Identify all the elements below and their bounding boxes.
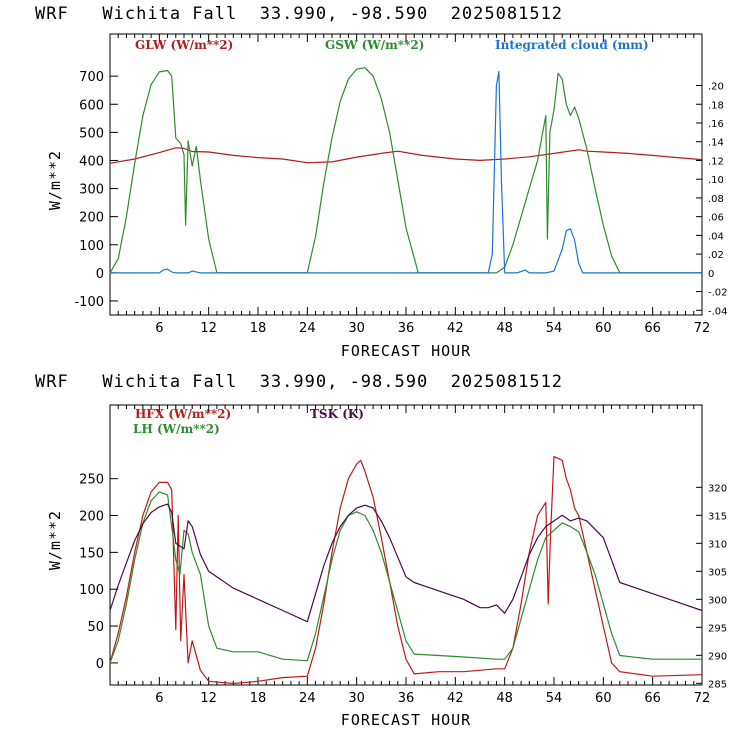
y-tick-label: 500 bbox=[79, 126, 104, 141]
x-tick-label: 48 bbox=[496, 321, 513, 336]
x-tick-label: 54 bbox=[546, 321, 563, 336]
plot-frame bbox=[109, 404, 703, 686]
x-tick-label: 72 bbox=[694, 691, 711, 706]
x-tick-label: 60 bbox=[595, 321, 612, 336]
y-tick-label: 400 bbox=[79, 154, 104, 169]
x-tick-label: 54 bbox=[546, 691, 563, 706]
y2-tick-label: .02 bbox=[708, 250, 724, 261]
x-tick-label: 48 bbox=[496, 691, 513, 706]
y2-tick-label: 0 bbox=[708, 269, 714, 280]
x-tick-label: 42 bbox=[447, 321, 464, 336]
x-tick-label: 30 bbox=[348, 691, 365, 706]
x-tick-label: 18 bbox=[250, 321, 267, 336]
y2-tick-label: 305 bbox=[708, 567, 727, 578]
y2-tick-label: -.04 bbox=[708, 306, 728, 317]
y2-tick-label: .12 bbox=[708, 156, 724, 167]
x-axis-label: FORECAST HOUR bbox=[341, 342, 471, 360]
y-axis-label: W/m**2 bbox=[46, 510, 64, 570]
legend-label: LH (W/m**2) bbox=[133, 422, 220, 436]
legend-label: GLW (W/m**2) bbox=[135, 38, 233, 52]
y-tick-label: 0 bbox=[96, 657, 104, 672]
x-tick-label: 66 bbox=[644, 691, 661, 706]
y2-tick-label: 310 bbox=[708, 539, 727, 550]
y-tick-label: 50 bbox=[87, 620, 104, 635]
y2-tick-label: .10 bbox=[708, 175, 724, 186]
x-tick-label: 60 bbox=[595, 691, 612, 706]
y2-tick-label: 315 bbox=[708, 511, 727, 522]
y-tick-label: -100 bbox=[74, 295, 104, 310]
chart-title: WRF Wichita Fall 33.990, -98.590 2025081… bbox=[35, 4, 564, 24]
legend-label: Integrated cloud (mm) bbox=[495, 38, 649, 52]
legend-label: TSK (K) bbox=[310, 407, 364, 421]
y-tick-label: 0 bbox=[96, 267, 104, 282]
y2-tick-label: 290 bbox=[708, 651, 727, 662]
x-tick-label: 6 bbox=[155, 691, 163, 706]
series-line-hfx bbox=[109, 456, 703, 685]
y-tick-label: 200 bbox=[79, 211, 104, 226]
y2-tick-label: .08 bbox=[708, 194, 724, 205]
chart-title: WRF Wichita Fall 33.990, -98.590 2025081… bbox=[35, 372, 564, 392]
series-line-integrated bbox=[110, 70, 702, 274]
y2-tick-label: .04 bbox=[708, 231, 724, 242]
y2-tick-label: 295 bbox=[708, 623, 727, 634]
series-line-glw bbox=[109, 147, 703, 164]
x-tick-label: 66 bbox=[644, 321, 661, 336]
x-tick-label: 24 bbox=[299, 321, 316, 336]
x-tick-label: 24 bbox=[299, 691, 316, 706]
x-tick-label: 6 bbox=[155, 321, 163, 336]
x-axis-label: FORECAST HOUR bbox=[341, 711, 471, 729]
y2-tick-label: 300 bbox=[708, 595, 727, 606]
y2-tick-label: .16 bbox=[708, 119, 724, 130]
x-tick-label: 42 bbox=[447, 691, 464, 706]
series-line-lh bbox=[109, 491, 702, 664]
x-tick-label: 72 bbox=[694, 321, 711, 336]
legend-label: GSW (W/m**2) bbox=[325, 38, 424, 52]
y-tick-label: 250 bbox=[79, 473, 104, 488]
y2-tick-label: .06 bbox=[708, 213, 724, 224]
y-tick-label: 300 bbox=[79, 183, 104, 198]
y2-tick-label: .14 bbox=[708, 138, 724, 149]
y2-tick-label: .20 bbox=[708, 82, 724, 93]
x-tick-label: 36 bbox=[398, 321, 415, 336]
series-line-gsw bbox=[109, 67, 702, 274]
series-line-tsk bbox=[109, 503, 703, 623]
legend-label: HFX (W/m**2) bbox=[135, 407, 231, 421]
y-tick-label: 200 bbox=[79, 510, 104, 525]
x-tick-label: 12 bbox=[200, 691, 217, 706]
x-tick-label: 36 bbox=[398, 691, 415, 706]
y-tick-label: 100 bbox=[79, 583, 104, 598]
y-tick-label: 100 bbox=[79, 239, 104, 254]
x-tick-label: 30 bbox=[348, 321, 365, 336]
y-tick-label: 700 bbox=[79, 70, 104, 85]
x-tick-label: 12 bbox=[200, 321, 217, 336]
y-axis-label: W/m**2 bbox=[46, 150, 64, 210]
y2-tick-label: -.02 bbox=[708, 288, 728, 299]
y2-tick-label: .18 bbox=[708, 100, 724, 111]
y-tick-label: 150 bbox=[79, 546, 104, 561]
y2-tick-label: 285 bbox=[708, 679, 727, 690]
y2-tick-label: 320 bbox=[708, 483, 727, 494]
y-tick-label: 600 bbox=[79, 98, 104, 113]
x-tick-label: 18 bbox=[250, 691, 267, 706]
